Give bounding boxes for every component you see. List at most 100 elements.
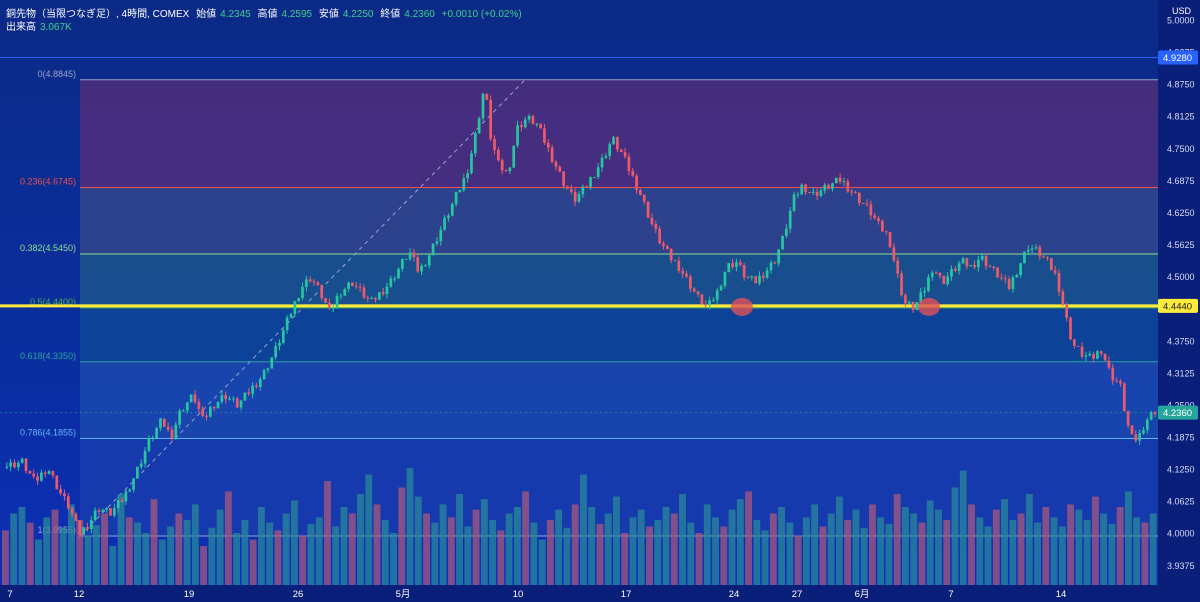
- candle-body: [439, 229, 443, 242]
- candle-body: [301, 286, 304, 299]
- candle-body: [243, 392, 247, 401]
- time-tick-label: 14: [1056, 589, 1067, 600]
- candle-body: [712, 300, 715, 302]
- time-tick-label: 17: [621, 589, 632, 600]
- candle-body: [212, 407, 216, 409]
- candle-body: [1007, 279, 1011, 289]
- volume-bar: [390, 533, 397, 585]
- volume-bar: [447, 517, 455, 585]
- volume-bar: [1058, 526, 1066, 585]
- fib-band: [80, 361, 1158, 439]
- candle-body: [673, 260, 677, 262]
- volume-bar: [646, 526, 653, 585]
- price-tick-label: 4.1875: [1167, 432, 1195, 442]
- volume-legend: 出来高 3.067K: [6, 18, 72, 33]
- volume-bar: [59, 527, 67, 585]
- volume-bar: [224, 491, 232, 585]
- candle-body: [493, 138, 496, 150]
- candle-body: [635, 175, 638, 191]
- candle-body: [420, 265, 423, 272]
- volume-bar: [844, 520, 852, 585]
- volume-bar: [745, 491, 752, 585]
- candle-body: [927, 277, 930, 291]
- horizontal-lines[interactable]: [0, 56, 1158, 414]
- candle-body: [147, 438, 151, 451]
- candle-body: [884, 231, 888, 233]
- candle-body: [719, 285, 723, 291]
- candle-body: [197, 401, 201, 409]
- price-tick-label: 4.5000: [1167, 272, 1195, 282]
- price-tick-label: 4.6875: [1167, 176, 1195, 186]
- volume-bar: [555, 509, 563, 585]
- last-price-label: 4.2360: [1163, 408, 1192, 419]
- volume-bar: [340, 507, 348, 585]
- volume-bar: [670, 513, 678, 585]
- candle-body: [942, 275, 946, 285]
- candle-body: [827, 184, 830, 189]
- candle-body: [101, 509, 105, 512]
- volume-bar: [1133, 517, 1141, 585]
- volume-bar: [951, 487, 959, 585]
- volume-bar: [68, 504, 75, 585]
- candle-body: [20, 458, 24, 463]
- candle-body: [324, 298, 327, 303]
- volume-bar: [1075, 509, 1083, 585]
- candle-body: [339, 295, 343, 297]
- candle-body: [953, 268, 957, 271]
- volume-bar: [654, 520, 662, 585]
- candle-body: [366, 297, 370, 299]
- candle-body: [13, 462, 16, 468]
- candle-body: [896, 260, 900, 274]
- candle-body: [105, 508, 109, 510]
- candle-body: [262, 370, 266, 380]
- open-value: 4.2345: [220, 9, 251, 20]
- candle-body: [155, 428, 158, 438]
- candle-body: [773, 262, 777, 264]
- candle-body: [1030, 248, 1034, 250]
- candle-body: [1023, 251, 1026, 264]
- volume-bar: [530, 522, 538, 585]
- candle-body: [865, 203, 869, 205]
- time-axis[interactable]: 7 12 19 26 5月 10 17 24 27 6月 7 14: [0, 585, 1200, 602]
- volume-bar: [109, 546, 117, 585]
- candle-body: [1003, 278, 1007, 280]
- candle-body: [765, 270, 769, 278]
- candle-body: [166, 426, 170, 430]
- volume-bar: [299, 535, 307, 585]
- candle-body: [1011, 277, 1015, 289]
- candle-body: [78, 520, 82, 535]
- volume-bar: [414, 496, 422, 585]
- candle-body: [1149, 412, 1153, 420]
- candle-body: [97, 510, 101, 512]
- volume-bar: [1009, 520, 1017, 585]
- volume-bar: [101, 513, 108, 585]
- candle-body: [43, 472, 47, 474]
- volume-bar: [522, 491, 530, 585]
- candle-body: [370, 297, 373, 299]
- candle-body: [128, 489, 132, 492]
- candle-body: [750, 276, 754, 278]
- candle-body: [63, 493, 66, 497]
- fib-trend-line[interactable]: [79, 79, 526, 537]
- candle-body: [627, 156, 631, 171]
- volume-bar: [1091, 496, 1099, 585]
- candle-body: [911, 302, 915, 311]
- price-axis[interactable]: USD5.00004.93754.87504.81254.75004.68754…: [1158, 0, 1200, 602]
- time-tick-label: 24: [729, 589, 740, 600]
- volume-bar: [2, 530, 9, 585]
- candle-body: [481, 93, 485, 119]
- candle-body: [297, 298, 301, 302]
- close-label: 終値: [380, 9, 401, 20]
- volume-bar: [910, 513, 918, 585]
- candle-body: [800, 184, 804, 195]
- volume-bar: [513, 507, 521, 585]
- volume-bar: [885, 523, 893, 585]
- volume-bar: [1017, 513, 1025, 585]
- volume-bar: [1124, 491, 1132, 585]
- volume-bar: [563, 527, 571, 585]
- fib-level-label: 0.618(4.3350): [20, 351, 76, 361]
- volume-bar: [613, 496, 620, 585]
- candle-body: [689, 276, 692, 289]
- fibonacci-retracement[interactable]: 0(4.8845) 0.236(4.6745) 0.382(4.5450) 0.5(4…: [20, 69, 1158, 537]
